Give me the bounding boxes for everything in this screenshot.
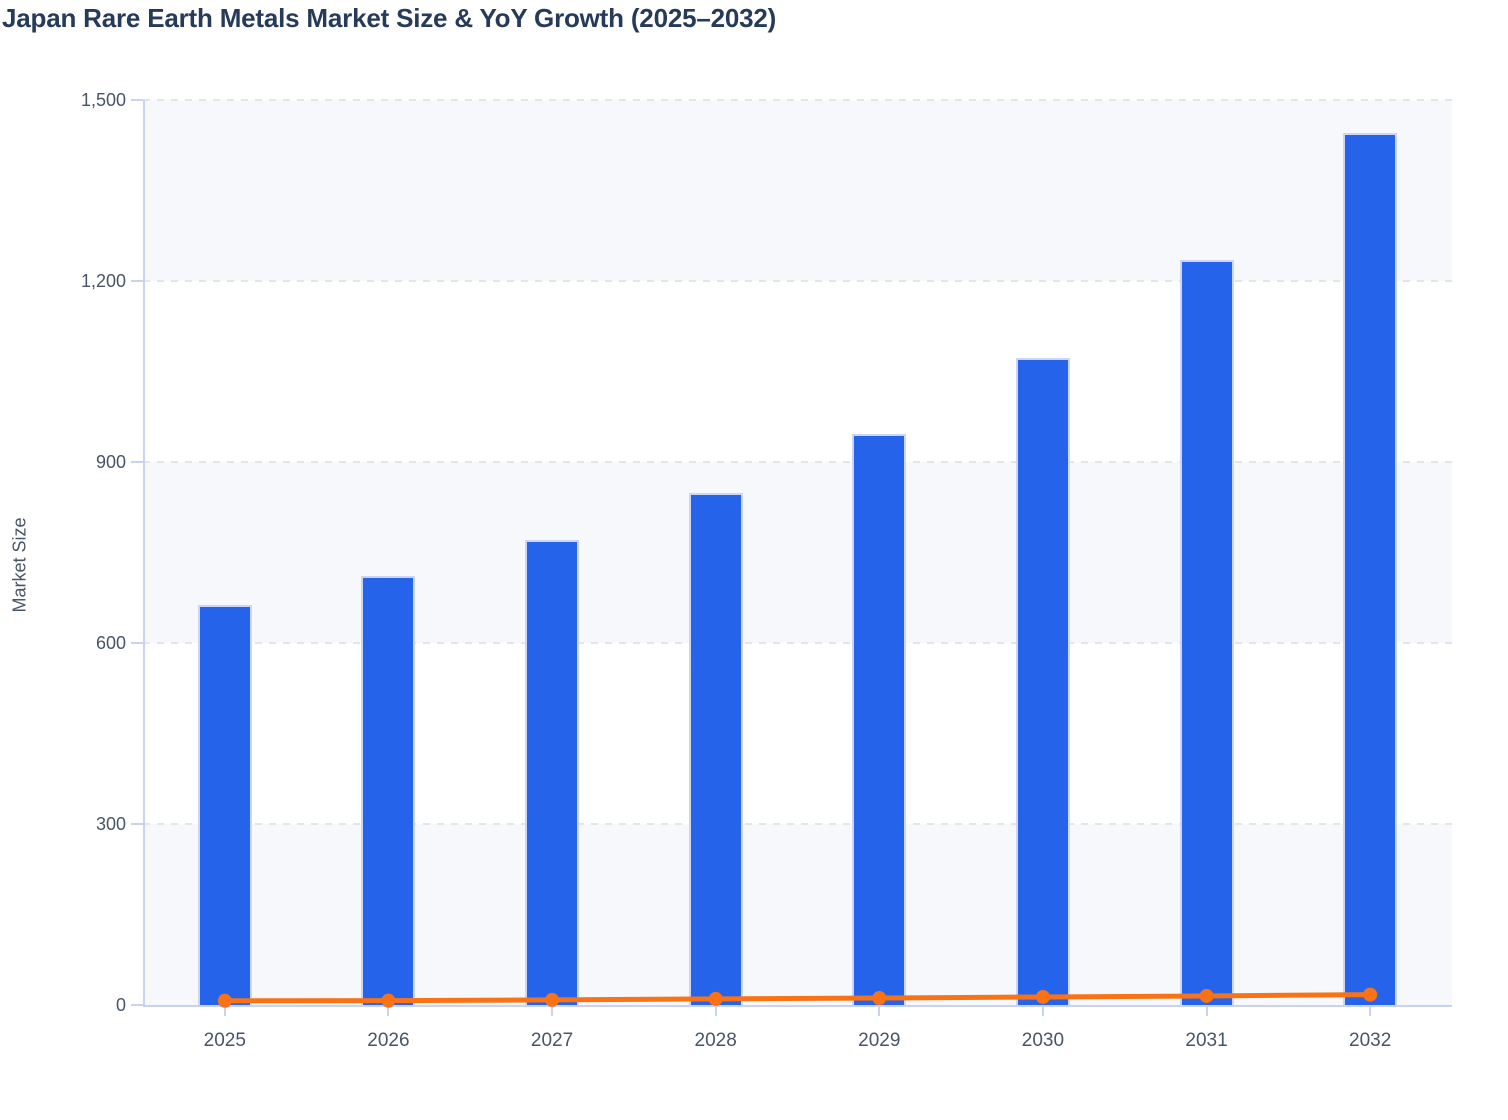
x-tick-label: 2029: [858, 1030, 901, 1051]
market-size-bar-2032: [1343, 132, 1398, 1005]
plot-band: [143, 462, 1452, 643]
x-axis-line: [143, 1005, 1452, 1007]
y-tick-label: 300: [95, 814, 126, 834]
x-tick: [1369, 1007, 1372, 1016]
market-size-bar-2030: [1015, 357, 1070, 1005]
y-tick-label: 900: [95, 452, 126, 472]
gridline: [143, 461, 1452, 463]
x-tick: [551, 1007, 554, 1016]
y-tick-label: 1,200: [80, 271, 126, 291]
x-tick-label: 2028: [694, 1030, 737, 1051]
x-tick: [714, 1007, 717, 1016]
x-tick: [387, 1007, 390, 1016]
market-size-bar-2028: [688, 492, 743, 1005]
x-tick: [1041, 1007, 1044, 1016]
x-tick: [1205, 1007, 1208, 1016]
market-size-bar-2031: [1179, 260, 1234, 1005]
market-size-bar-2026: [361, 576, 416, 1005]
y-tick: [131, 461, 143, 463]
x-tick: [878, 1007, 881, 1016]
y-axis-line: [143, 100, 145, 1007]
y-tick: [131, 99, 143, 101]
y-tick: [131, 642, 143, 644]
x-tick-label: 2026: [367, 1030, 410, 1051]
x-tick-label: 2031: [1185, 1030, 1228, 1051]
gridline: [143, 280, 1452, 282]
market-size-bar-2029: [852, 433, 907, 1005]
y-tick-label: 600: [95, 633, 126, 653]
gridline: [143, 823, 1452, 825]
market-size-bar-2025: [197, 604, 252, 1005]
y-tick: [131, 280, 143, 282]
y-tick-label: 1,500: [80, 90, 126, 110]
plot-band: [143, 100, 1452, 281]
x-tick-label: 2027: [530, 1030, 574, 1051]
market-size-bar-2027: [525, 539, 580, 1005]
y-tick: [131, 1004, 143, 1006]
y-tick-label: 0: [115, 995, 126, 1015]
gridline: [143, 642, 1452, 644]
x-tick-label: 2030: [1021, 1030, 1065, 1051]
plot-band: [143, 824, 1452, 1005]
x-tick-label: 2032: [1349, 1030, 1392, 1051]
gridline: [143, 99, 1452, 101]
x-tick-label: 2025: [203, 1030, 246, 1051]
y-tick: [131, 823, 143, 825]
chart-title: Japan Rare Earth Metals Market Size & Yo…: [2, 3, 777, 33]
x-tick: [223, 1007, 226, 1016]
